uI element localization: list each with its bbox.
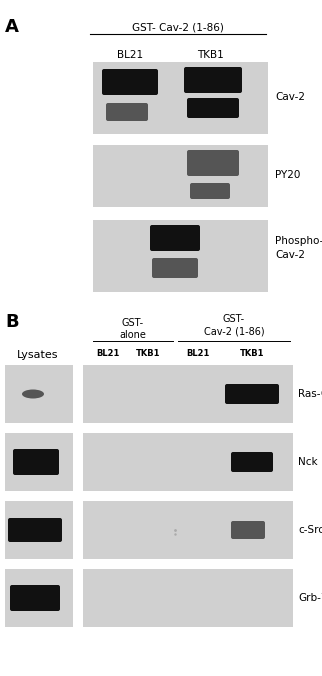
Bar xyxy=(93,62,268,134)
Bar xyxy=(93,145,268,207)
Bar xyxy=(5,433,73,491)
Text: Lysates: Lysates xyxy=(17,350,59,360)
FancyBboxPatch shape xyxy=(190,183,230,199)
Ellipse shape xyxy=(22,389,44,398)
Text: TKB1: TKB1 xyxy=(240,349,264,358)
FancyBboxPatch shape xyxy=(225,384,279,404)
FancyBboxPatch shape xyxy=(187,98,239,118)
Text: BL21: BL21 xyxy=(186,349,210,358)
FancyBboxPatch shape xyxy=(8,518,62,542)
Text: Ras-GAP: Ras-GAP xyxy=(298,389,322,399)
Text: TKB1: TKB1 xyxy=(136,349,160,358)
Text: GST- Cav-2 (1-86): GST- Cav-2 (1-86) xyxy=(132,23,224,33)
FancyBboxPatch shape xyxy=(102,69,158,95)
Text: Phospho-
Cav-2: Phospho- Cav-2 xyxy=(275,236,322,260)
FancyBboxPatch shape xyxy=(184,67,242,93)
Bar xyxy=(83,365,293,423)
FancyBboxPatch shape xyxy=(150,225,200,251)
Bar xyxy=(83,569,293,627)
Text: Grb-7: Grb-7 xyxy=(298,593,322,603)
Text: BL21: BL21 xyxy=(96,349,120,358)
Text: B: B xyxy=(5,313,19,331)
FancyBboxPatch shape xyxy=(231,452,273,472)
Text: Cav-2: Cav-2 xyxy=(275,92,305,102)
Text: Nck: Nck xyxy=(298,457,317,467)
Bar xyxy=(83,433,293,491)
FancyBboxPatch shape xyxy=(106,103,148,121)
Bar xyxy=(5,569,73,627)
FancyBboxPatch shape xyxy=(187,150,239,176)
Bar xyxy=(5,365,73,423)
Bar xyxy=(5,501,73,559)
Bar xyxy=(83,501,293,559)
FancyBboxPatch shape xyxy=(231,521,265,539)
Text: GST-
Cav-2 (1-86): GST- Cav-2 (1-86) xyxy=(204,314,264,336)
FancyBboxPatch shape xyxy=(10,585,60,611)
Text: A: A xyxy=(5,18,19,36)
Text: TKB1: TKB1 xyxy=(197,50,223,60)
Text: GST-
alone: GST- alone xyxy=(119,318,147,340)
FancyBboxPatch shape xyxy=(13,449,59,475)
FancyBboxPatch shape xyxy=(152,258,198,278)
Text: BL21: BL21 xyxy=(117,50,143,60)
Text: PY20: PY20 xyxy=(275,170,300,180)
Text: c-Src: c-Src xyxy=(298,525,322,535)
Bar xyxy=(93,220,268,292)
